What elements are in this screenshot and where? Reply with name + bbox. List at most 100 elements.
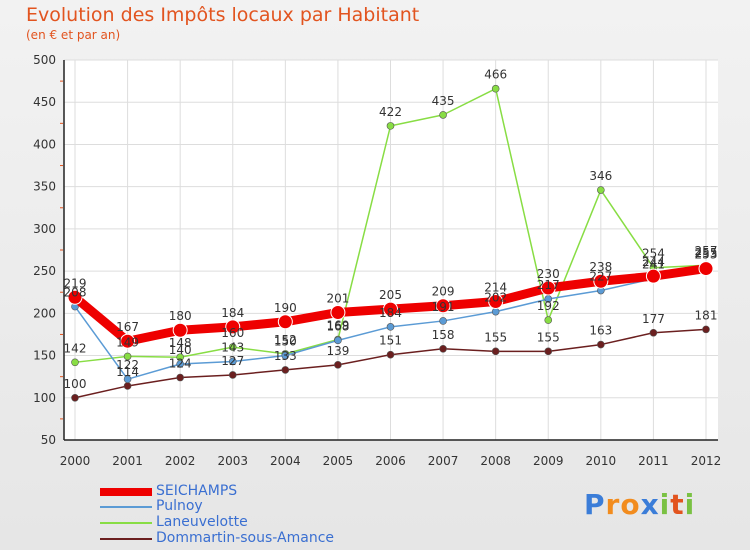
x-tick-label: 2000 (60, 454, 91, 468)
data-label-laneuvelotte: 435 (432, 94, 455, 108)
data-label-dommartin-sous-amance: 158 (432, 328, 455, 342)
data-label-dommartin-sous-amance: 163 (589, 324, 612, 338)
logo-letter: i (659, 488, 671, 521)
data-label-seichamps: 209 (432, 285, 455, 299)
x-tick-label: 2011 (638, 454, 669, 468)
data-label-dommartin-sous-amance: 151 (379, 334, 402, 348)
data-label-laneuvelotte: 254 (642, 247, 665, 261)
y-tick-label: 500 (33, 53, 56, 67)
data-point-seichamps (435, 298, 451, 314)
data-label-pulnoy: 227 (589, 270, 612, 284)
y-tick-label: 300 (33, 222, 56, 236)
data-label-seichamps: 184 (221, 306, 244, 320)
data-point-seichamps (383, 301, 398, 317)
data-label-seichamps: 190 (274, 301, 297, 315)
data-label-laneuvelotte: 346 (589, 169, 612, 183)
data-label-pulnoy: 191 (432, 300, 455, 314)
legend-swatch-laneuvelotte (100, 522, 152, 524)
data-point-seichamps (120, 333, 136, 349)
legend-swatch-seichamps (100, 488, 152, 496)
y-tick-label: 150 (33, 349, 56, 363)
data-point-dommartin-sous-amance (439, 344, 447, 353)
data-point-seichamps (330, 304, 346, 320)
y-tick-label: 50 (41, 433, 56, 447)
x-tick-label: 2009 (533, 454, 564, 468)
y-tick-label: 450 (33, 95, 56, 109)
data-point-dommartin-sous-amance (544, 347, 553, 356)
data-label-pulnoy: 168 (326, 319, 349, 333)
legend-swatch-pulnoy (100, 506, 152, 508)
data-point-seichamps (593, 273, 609, 289)
x-tick-label: 2004 (270, 454, 301, 468)
data-point-pulnoy (176, 360, 184, 368)
y-tick-label: 400 (33, 137, 56, 151)
x-tick-label: 2012 (691, 454, 722, 468)
legend-label-dommartin: Dommartin-sous-Amance (156, 530, 335, 546)
legend-item-pulnoy: Pulnoy (100, 499, 400, 515)
data-point-dommartin-sous-amance (649, 328, 658, 337)
data-point-dommartin-sous-amance (71, 393, 79, 402)
data-point-seichamps (67, 289, 83, 305)
data-point-seichamps (172, 322, 188, 338)
data-point-seichamps (225, 319, 241, 335)
data-label-dommartin-sous-amance: 181 (695, 308, 718, 322)
data-label-laneuvelotte: 142 (64, 341, 87, 355)
data-label-seichamps: 205 (379, 288, 402, 302)
data-point-pulnoy (386, 323, 395, 331)
data-label-seichamps: 201 (326, 291, 349, 305)
data-label-seichamps: 167 (116, 320, 139, 334)
legend-label-seichamps: SEICHAMPS (156, 483, 238, 499)
data-label-laneuvelotte: 192 (537, 299, 560, 313)
logo-letter: o (620, 488, 641, 521)
data-label-dommartin-sous-amance: 133 (274, 349, 297, 363)
data-label-dommartin-sous-amance: 155 (484, 330, 507, 344)
data-point-dommartin-sous-amance (228, 371, 237, 379)
x-tick-label: 2010 (586, 454, 617, 468)
data-point-pulnoy (334, 336, 342, 345)
data-point-seichamps (645, 268, 661, 284)
data-point-laneuvelotte (386, 122, 395, 130)
data-label-laneuvelotte: 466 (484, 68, 507, 82)
data-label-laneuvelotte: 148 (169, 336, 192, 350)
x-tick-label: 2001 (112, 454, 143, 468)
data-label-pulnoy: 140 (169, 343, 192, 357)
data-point-seichamps (698, 261, 714, 277)
data-label-dommartin-sous-amance: 114 (116, 365, 139, 379)
proxiti-logo: Proxiti (584, 488, 695, 521)
data-label-laneuvelotte: 149 (116, 335, 139, 349)
data-point-laneuvelotte (228, 343, 237, 351)
chart-subtitle: (en € et par an) (26, 28, 121, 42)
data-label-seichamps: 214 (484, 281, 507, 295)
x-tick-label: 2008 (480, 454, 511, 468)
data-label-dommartin-sous-amance: 139 (326, 344, 349, 358)
data-point-pulnoy (123, 375, 132, 384)
data-label-seichamps: 253 (695, 248, 718, 262)
legend-swatch-dommartin (100, 538, 152, 540)
data-point-dommartin-sous-amance (334, 361, 342, 369)
logo-letter: x (640, 488, 660, 521)
data-label-pulnoy: 208 (64, 286, 87, 300)
data-label-dommartin-sous-amance: 177 (642, 312, 665, 326)
data-label-seichamps: 244 (642, 255, 665, 269)
legend-item-dommartin: Dommartin-sous-Amance (100, 531, 400, 547)
data-point-seichamps (488, 294, 504, 310)
y-tick-label: 200 (33, 306, 56, 320)
x-tick-label: 2002 (165, 454, 196, 468)
data-label-pulnoy: 217 (537, 278, 560, 292)
data-label-pulnoy: 150 (274, 335, 297, 349)
y-tick-label: 350 (33, 180, 56, 194)
logo-letter: r (605, 488, 621, 521)
logo-letter: t (670, 488, 685, 521)
data-label-pulnoy: 255 (695, 246, 718, 260)
data-point-pulnoy (228, 357, 237, 366)
data-point-dommartin-sous-amance (123, 382, 132, 390)
data-label-laneuvelotte: 152 (274, 333, 297, 347)
x-tick-label: 2005 (323, 454, 354, 468)
data-point-laneuvelotte (123, 352, 132, 361)
data-point-dommartin-sous-amance (281, 366, 290, 374)
data-label-dommartin-sous-amance: 124 (169, 357, 192, 371)
data-label-dommartin-sous-amance: 100 (64, 377, 87, 391)
data-point-pulnoy (281, 351, 290, 360)
